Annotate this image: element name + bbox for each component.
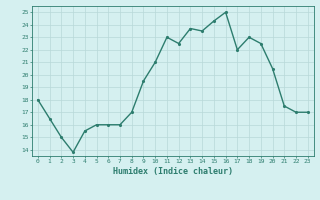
X-axis label: Humidex (Indice chaleur): Humidex (Indice chaleur) xyxy=(113,167,233,176)
